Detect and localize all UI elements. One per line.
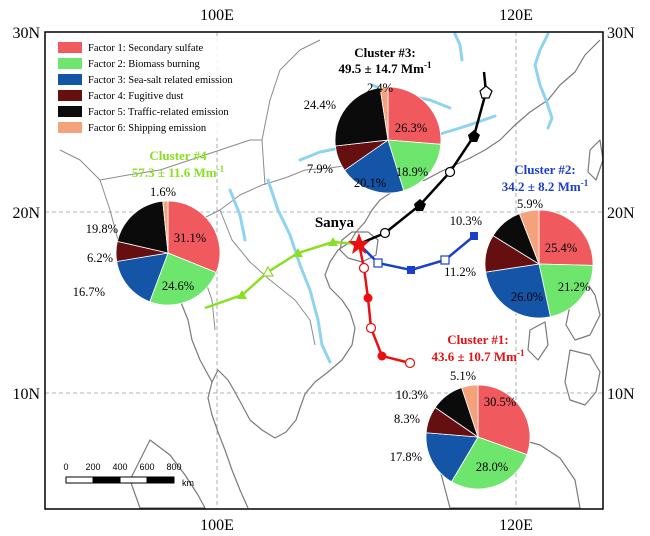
pie-c3-label-3: 20.1%: [354, 176, 386, 190]
lat-tick-right-20N: 20N: [607, 205, 635, 222]
cluster-1-label: Cluster #1: 43.6 ± 10.7 Mm-1: [432, 332, 525, 364]
pie-c4-slice-5: [116, 200, 169, 254]
sanya-label: Sanya: [315, 215, 355, 231]
lat-tick-left-10N: 10N: [12, 386, 40, 403]
pie-c1-slice-1: [477, 384, 531, 456]
lat-tick-left-30N: 30N: [12, 25, 40, 42]
pie-c4-slice-3: [116, 252, 169, 303]
legend-swatch-1: [58, 42, 82, 53]
cluster-4-value: 57.3 ± 11.6 Mm-1: [132, 164, 225, 180]
cluster-2-value: 34.2 ± 8.2 Mm-1: [502, 178, 589, 194]
pie-c2-label-2: 21.2%: [558, 280, 590, 294]
pie-c2-label-3: 26.0%: [511, 290, 543, 304]
lat-tick-right-10N: 10N: [607, 386, 635, 403]
pie-c2-slice-2: [538, 263, 594, 318]
pie-c3-slice-6: [379, 86, 389, 141]
pie-c1-label-3: 17.8%: [390, 450, 422, 464]
pie-c4-slice-1: [167, 200, 221, 273]
pie-c4-label-1: 31.1%: [174, 231, 206, 245]
cluster-3-title: Cluster #3:: [354, 45, 416, 60]
legend-swatch-3: [58, 74, 82, 85]
cluster-4-title: Cluster #4: [149, 148, 207, 163]
lon-tick-bottom-100E: 100E: [200, 517, 234, 534]
pie-c2-slice-1: [538, 209, 594, 266]
lat-tick-left-20N: 20N: [12, 205, 40, 222]
pie-c1-label-4: 8.3%: [394, 412, 420, 426]
pie-c1-slice-6: [461, 384, 479, 438]
pie-c4-label-5: 19.8%: [86, 222, 118, 236]
trajectory-cluster-2: [358, 232, 478, 274]
pie-c3-label-1: 26.3%: [395, 121, 427, 135]
pie-c3-slice-1: [387, 86, 442, 145]
pie-c1-label-1: 30.5%: [484, 395, 516, 409]
cluster-1-value: 43.6 ± 10.7 Mm-1: [432, 348, 525, 364]
pie-c3-label-2: 18.9%: [396, 165, 428, 179]
scale-tick-200: 200: [85, 462, 100, 472]
legend-swatch-5: [58, 106, 82, 117]
lat-tick-right-30N: 30N: [607, 25, 635, 42]
pie-c1-slice-3: [425, 432, 479, 483]
pie-c3: 26.3% 18.9% 20.1% 7.9% 24.4% 2.4%: [304, 81, 442, 194]
legend-label-2: Factor 2: Biomass burning: [88, 59, 200, 70]
legend-swatch-4: [58, 90, 82, 101]
cluster-3-value: 49.5 ± 14.7 Mm-1: [339, 60, 432, 76]
pie-c4: 31.1% 24.6% 16.7% 6.2% 19.8% 1.6%: [73, 185, 221, 306]
pie-c1-label-6: 5.1%: [450, 369, 476, 383]
pie-c2: 25.4% 21.2% 26.0% 11.2% 10.3% 5.9%: [444, 197, 594, 319]
legend-label-6: Factor 6: Shipping emission: [88, 123, 207, 134]
pie-c4-slice-2: [149, 252, 217, 306]
cluster-3-label: Cluster #3: 49.5 ± 14.7 Mm-1: [339, 45, 432, 76]
pie-c4-label-3: 16.7%: [73, 285, 105, 299]
pie-c2-label-5: 10.3%: [450, 214, 482, 228]
pie-c4-slice-6: [162, 200, 169, 254]
pie-c2-label-1: 25.4%: [545, 241, 577, 255]
trajectory-cluster-1: [357, 243, 416, 369]
pie-c3-label-5: 24.4%: [304, 98, 336, 112]
trajectory-cluster-4: [204, 237, 360, 310]
pie-c1: 30.5% 28.0% 17.8% 8.3% 10.3% 5.1%: [390, 369, 531, 490]
pie-c2-label-6: 5.9%: [517, 197, 543, 211]
scale-tick-0: 0: [63, 462, 68, 472]
pie-charts: 30.5% 28.0% 17.8% 8.3% 10.3% 5.1% 25.4% 21.2% 26…: [73, 81, 594, 490]
legend-label-1: Factor 1: Secondary sulfate: [88, 43, 204, 54]
cluster-4-label: Cluster #4 57.3 ± 11.6 Mm-1: [132, 148, 225, 180]
pie-c3-slice-5: [334, 87, 389, 147]
pie-c3-label-6: 2.4%: [367, 81, 393, 95]
sanya-star-marker: [348, 233, 370, 254]
legend-label-3: Factor 3: Sea-salt related emission: [88, 75, 233, 86]
pie-c4-label-6: 1.6%: [150, 185, 176, 199]
cluster-1-title: Cluster #1:: [447, 332, 509, 347]
map-frame: [44, 31, 604, 510]
legend-swatch-6: [58, 122, 82, 133]
legend: Factor 1: Secondary sulfate Factor 2: Bio…: [52, 36, 262, 138]
scale-tick-800: 800: [166, 462, 181, 472]
legend-label-4: Factor 4: Fugitive dust: [88, 91, 183, 102]
pie-c3-slice-3: [343, 139, 405, 194]
lon-tick-top-120E: 120E: [499, 7, 533, 24]
lon-tick-bottom-120E: 120E: [499, 517, 533, 534]
pie-c3-label-4: 7.9%: [307, 162, 333, 176]
pie-c1-label-5: 10.3%: [396, 388, 428, 402]
pie-c4-label-4: 6.2%: [87, 251, 113, 265]
scale-bar: 0 200 400 600 800 km: [63, 462, 194, 488]
scale-tick-600: 600: [139, 462, 154, 472]
pie-c2-slice-6: [518, 209, 540, 265]
scale-tick-400: 400: [112, 462, 127, 472]
pie-c3-slice-2: [387, 139, 442, 192]
pie-c2-slice-3: [485, 263, 551, 319]
lon-tick-top-100E: 100E: [200, 7, 234, 24]
cluster-2-title: Cluster #2:: [514, 162, 576, 177]
legend-swatch-2: [58, 58, 82, 69]
pie-c4-label-2: 24.6%: [162, 279, 194, 293]
legend-box: [52, 36, 262, 138]
pie-c1-label-2: 28.0%: [476, 460, 508, 474]
pie-c2-label-4: 11.2%: [444, 265, 476, 279]
legend-label-5: Factor 5: Traffic-related emission: [88, 107, 229, 118]
trajectory-cluster-3: [358, 71, 493, 246]
cluster-2-label: Cluster #2: 34.2 ± 8.2 Mm-1: [502, 162, 589, 194]
scale-unit: km: [182, 478, 194, 488]
